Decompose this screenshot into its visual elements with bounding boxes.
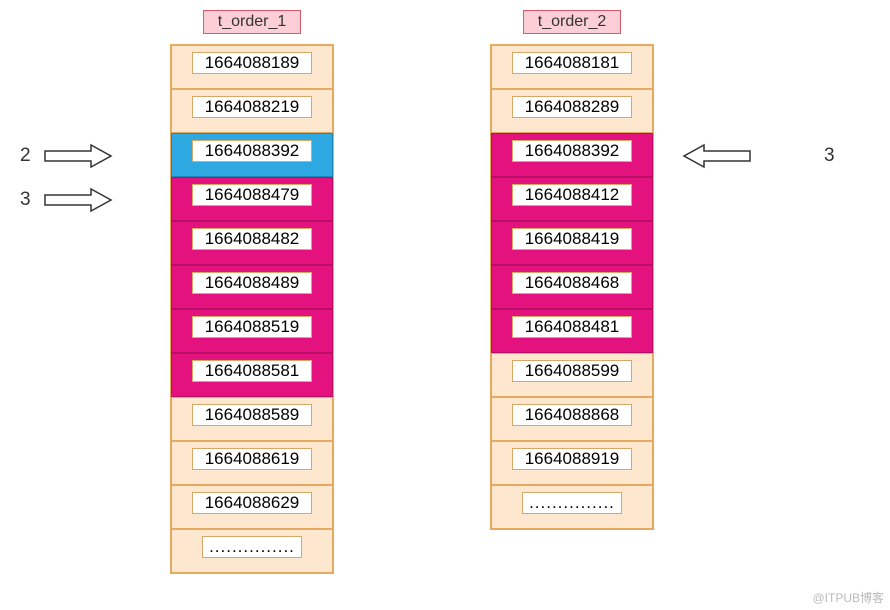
arrow-right-icon: [43, 143, 113, 169]
table2-row: 1664088599: [491, 353, 653, 397]
arrow-left-icon: [682, 143, 752, 169]
table1-row: 1664088482: [171, 221, 333, 265]
table1-value: 1664088479: [192, 184, 312, 206]
arrow-label: 2: [20, 145, 31, 167]
table2-row: 1664088919: [491, 441, 653, 485]
table1-header: t_order_1: [203, 10, 302, 34]
table2-value: 1664088392: [512, 140, 632, 162]
table2-header: t_order_2: [523, 10, 622, 34]
table1-row: ...............: [171, 529, 333, 573]
table1-row: 1664088629: [171, 485, 333, 529]
table2-row: 1664088181: [491, 45, 653, 89]
table2-row: 1664088419: [491, 221, 653, 265]
table2-row: 1664088868: [491, 397, 653, 441]
table1-row: 1664088519: [171, 309, 333, 353]
table2-value: 1664088181: [512, 52, 632, 74]
arrow-label: 3: [824, 145, 835, 167]
arrow-right-icon: [43, 187, 113, 213]
table1-value: 1664088219: [192, 96, 312, 118]
table1-body: 1664088189 1664088219 1664088392 1664088479…: [170, 44, 334, 574]
arrow-left-group: 2: [20, 143, 113, 169]
table2-value: 1664088868: [512, 404, 632, 426]
table1-value: 1664088619: [192, 448, 312, 470]
table2-value: 1664088481: [512, 316, 632, 338]
table1-value: 1664088489: [192, 272, 312, 294]
table1-value: 1664088392: [192, 140, 312, 162]
table1-row: 1664088479: [171, 177, 333, 221]
table1-row: 1664088219: [171, 89, 333, 133]
arrow-right-group: 3: [682, 143, 835, 169]
table2-value: 1664088919: [512, 448, 632, 470]
table2-value: 1664088289: [512, 96, 632, 118]
table2-value: ...............: [522, 492, 622, 514]
arrow-left-group: 3: [20, 187, 113, 213]
table2-value: 1664088419: [512, 228, 632, 250]
table1-row: 1664088392: [171, 133, 333, 177]
table1-value: 1664088482: [192, 228, 312, 250]
table1-row: 1664088581: [171, 353, 333, 397]
table2-row: 1664088468: [491, 265, 653, 309]
table1-value: 1664088581: [192, 360, 312, 382]
table1-row: 1664088619: [171, 441, 333, 485]
table1-value: 1664088629: [192, 492, 312, 514]
table2-value: 1664088412: [512, 184, 632, 206]
table1-group: t_order_1 1664088189 1664088219 1664088392…: [170, 10, 334, 574]
arrow-label: 3: [20, 189, 31, 211]
table2-row: 1664088392: [491, 133, 653, 177]
table2-value: 1664088599: [512, 360, 632, 382]
table2-row: 1664088481: [491, 309, 653, 353]
table2-body: 1664088181 1664088289 1664088392 1664088412…: [490, 44, 654, 530]
table1-value: ...............: [202, 536, 302, 558]
table2-row: 1664088289: [491, 89, 653, 133]
watermark: @ITPUB博客: [812, 589, 884, 606]
table1-row: 1664088589: [171, 397, 333, 441]
table2-row: ...............: [491, 485, 653, 529]
table1-value: 1664088519: [192, 316, 312, 338]
table1-value: 1664088589: [192, 404, 312, 426]
table1-row: 1664088189: [171, 45, 333, 89]
table1-value: 1664088189: [192, 52, 312, 74]
table2-value: 1664088468: [512, 272, 632, 294]
table2-group: t_order_2 1664088181 1664088289 1664088392…: [490, 10, 654, 530]
table2-row: 1664088412: [491, 177, 653, 221]
table1-row: 1664088489: [171, 265, 333, 309]
